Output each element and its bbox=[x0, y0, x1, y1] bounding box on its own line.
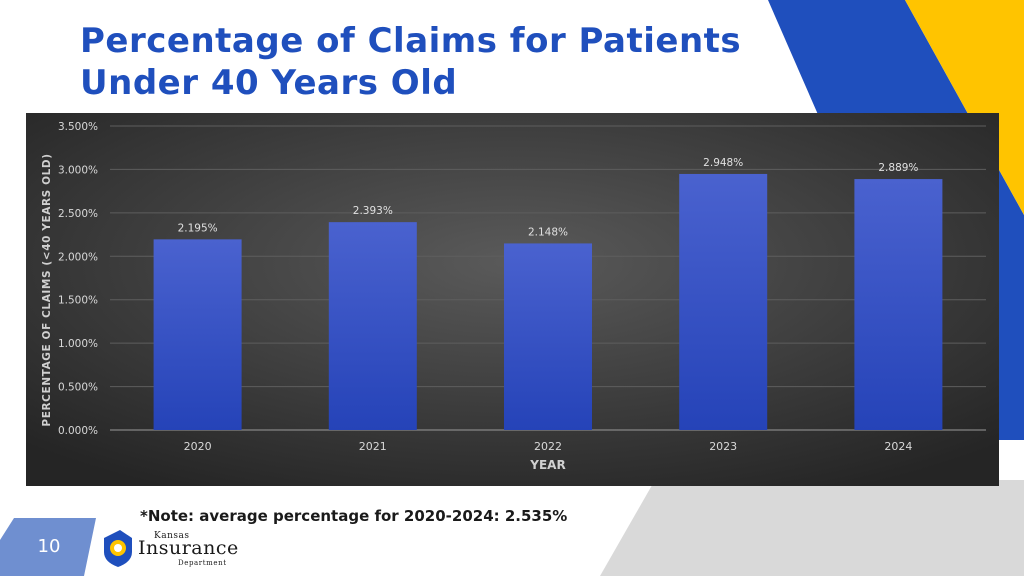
data-label: 2.393% bbox=[353, 205, 393, 217]
page-title-line2: Under 40 Years Old bbox=[80, 63, 458, 103]
bar bbox=[504, 243, 592, 430]
y-tick-label: 0.000% bbox=[58, 425, 98, 437]
y-tick-label: 1.500% bbox=[58, 295, 98, 307]
bar bbox=[153, 239, 242, 430]
data-label: 2.195% bbox=[178, 222, 218, 234]
y-tick-label: 2.000% bbox=[58, 251, 98, 263]
y-tick-label: 3.500% bbox=[58, 121, 98, 133]
x-tick-label: 2020 bbox=[184, 440, 212, 453]
data-label: 2.948% bbox=[703, 157, 743, 169]
data-label: 2.889% bbox=[878, 162, 918, 174]
footnote: *Note: average percentage for 2020-2024:… bbox=[140, 507, 568, 525]
page-tab-shape bbox=[0, 518, 96, 576]
page-number: 10 bbox=[37, 535, 61, 557]
bar bbox=[328, 222, 417, 430]
gray-shape-bottom-right bbox=[600, 480, 1024, 576]
logo-text-kansas: Kansas bbox=[154, 531, 190, 541]
logo-text-department: Department bbox=[178, 559, 227, 567]
shield-icon bbox=[104, 530, 132, 567]
y-tick-label: 1.000% bbox=[58, 338, 98, 350]
y-tick-label: 3.000% bbox=[58, 164, 98, 176]
page-title: Percentage of Claims for Patients Under … bbox=[80, 20, 780, 104]
logo-text-insurance: Insurance bbox=[138, 537, 239, 559]
x-tick-label: 2024 bbox=[884, 440, 912, 453]
page-title-line1: Percentage of Claims for Patients bbox=[80, 21, 742, 61]
y-tick-label: 2.500% bbox=[58, 208, 98, 220]
x-axis-label: YEAR bbox=[529, 458, 565, 472]
x-tick-label: 2022 bbox=[534, 440, 562, 453]
bar bbox=[679, 173, 768, 431]
data-label: 2.148% bbox=[528, 226, 568, 238]
x-tick-label: 2021 bbox=[359, 440, 387, 453]
kansas-insurance-logo bbox=[104, 530, 132, 567]
x-tick-label: 2023 bbox=[709, 440, 737, 453]
y-axis-label: PERCENTAGE OF CLAIMS (<40 YEARS OLD) bbox=[41, 153, 53, 426]
bar-chart: 0.000% 0.500% 1.000% 1.500% 2.000% 2.500% 3.00… bbox=[26, 113, 999, 486]
y-tick-label: 0.500% bbox=[58, 382, 98, 394]
bar bbox=[854, 179, 943, 430]
